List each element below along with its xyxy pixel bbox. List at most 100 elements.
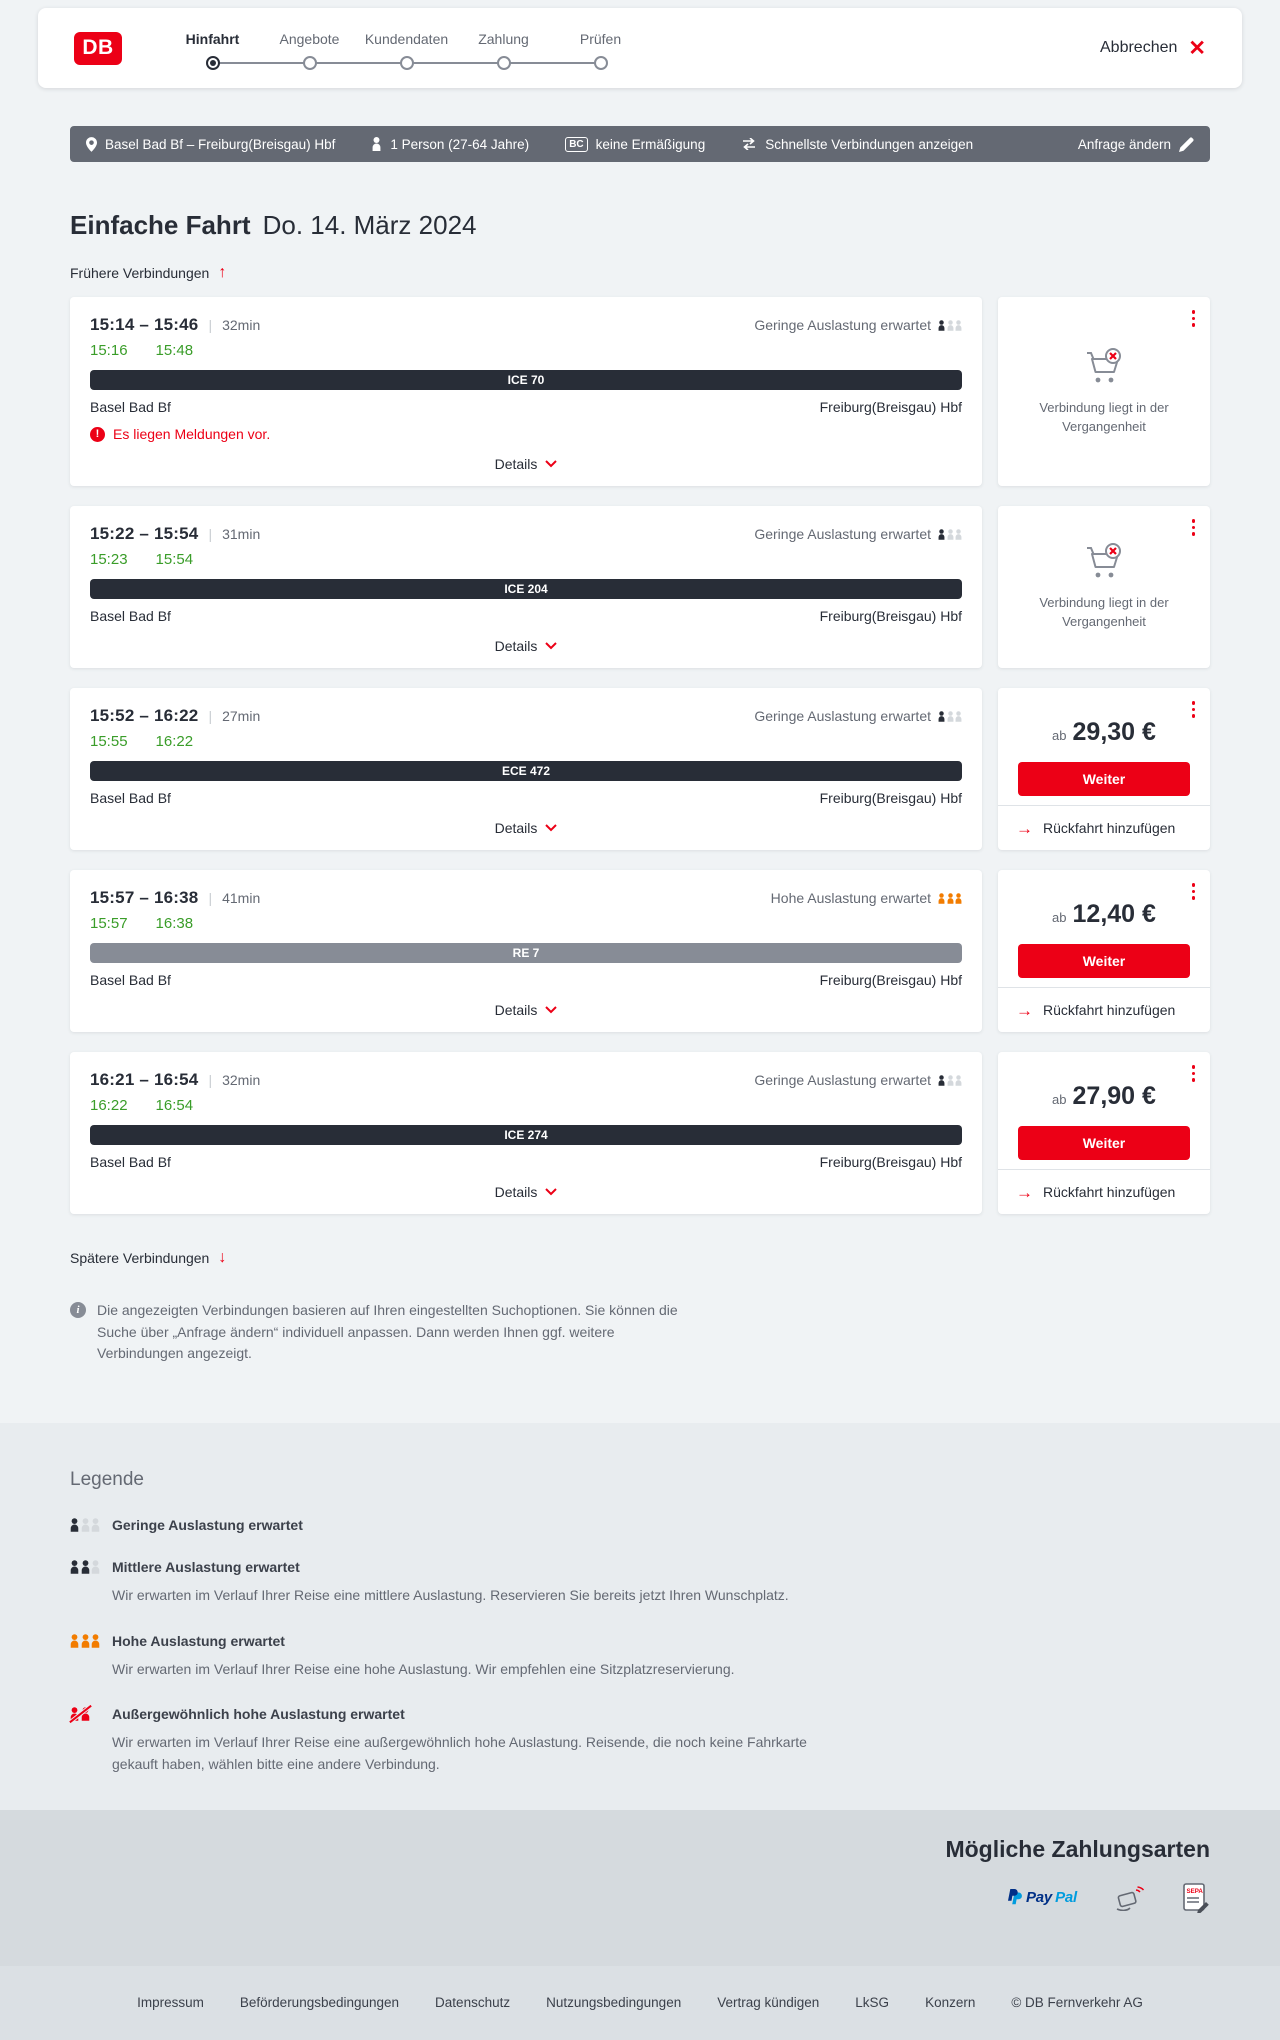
search-info-note: i Die angezeigten Verbindungen basieren …: [70, 1300, 1210, 1365]
arrival-station: Freiburg(Breisgau) Hbf: [819, 972, 962, 988]
connection-row-1: 15:14 – 15:46 | 32min Geringe Auslastung…: [70, 297, 1210, 486]
details-toggle[interactable]: Details: [90, 988, 962, 1024]
cart-unavailable-icon: [1087, 347, 1121, 383]
separator: |: [208, 526, 213, 542]
occupancy-extreme-icon: [70, 1706, 100, 1722]
cart-unavailable-icon: [1087, 543, 1121, 578]
occupancy-label: Geringe Auslastung erwartet: [754, 526, 931, 542]
occupancy-indicator: Geringe Auslastung erwartet: [754, 317, 962, 333]
connection-card[interactable]: 15:22 – 15:54 | 31min Geringe Auslastung…: [70, 506, 982, 668]
footer-link-konzern[interactable]: Konzern: [925, 1995, 976, 2011]
occupancy-label: Geringe Auslastung erwartet: [754, 317, 931, 333]
occupancy-indicator: Geringe Auslastung erwartet: [754, 708, 962, 724]
warning-text: Es liegen Meldungen vor.: [113, 426, 271, 442]
add-return-link[interactable]: → Rückfahrt hinzufügen: [998, 806, 1210, 850]
details-label: Details: [494, 1184, 538, 1200]
footer-link-datenschutz[interactable]: Datenschutz: [435, 1995, 511, 2011]
options-menu-button[interactable]: [1190, 881, 1198, 902]
details-toggle[interactable]: Details: [90, 806, 962, 842]
page-footer: Impressum Beförderungsbedingungen Datens…: [0, 1965, 1280, 2040]
legend-section: Legende Geringe Auslastung erwartet Mitt…: [0, 1423, 1280, 1810]
footer-link-befoerderungsbedingungen[interactable]: Beförderungsbedingungen: [239, 1995, 400, 2011]
time-row: 15:57 – 16:38 | 41min Hohe Auslastung er…: [90, 888, 962, 908]
footer-link-impressum[interactable]: Impressum: [137, 1995, 204, 2011]
footer-link-vertrag-kuendigen[interactable]: Vertrag kündigen: [717, 1995, 820, 2011]
info-text: Die angezeigten Verbindungen basieren au…: [97, 1302, 678, 1362]
discount-text: keine Ermäßigung: [595, 136, 706, 152]
realtime-row: 16:22 16:54: [90, 1097, 962, 1114]
occupancy-label: Geringe Auslastung erwartet: [754, 708, 931, 724]
change-request-label: Anfrage ändern: [1077, 136, 1171, 152]
options-menu-button[interactable]: [1190, 699, 1198, 720]
later-connections-link[interactable]: Spätere Verbindungen ↓: [70, 1249, 1210, 1267]
price-row: ab 29,30 €: [998, 718, 1210, 747]
legend-label: Hohe Auslastung erwartet: [112, 1632, 285, 1649]
realtime-departure: 15:57: [90, 915, 128, 932]
occupancy-indicator: Geringe Auslastung erwartet: [754, 1072, 962, 1088]
connection-times: 15:22 – 15:54: [90, 524, 199, 543]
add-return-link[interactable]: → Rückfahrt hinzufügen: [998, 1170, 1210, 1214]
arrow-down-icon: ↓: [218, 1249, 227, 1266]
station-row: Basel Bad Bf Freiburg(Breisgau) Hbf: [90, 972, 962, 988]
separator: |: [208, 890, 213, 906]
train-label: ICE 274: [504, 1128, 548, 1142]
train-label: ICE 70: [507, 373, 545, 387]
connection-card[interactable]: 16:21 – 16:54 | 32min Geringe Auslastung…: [70, 1052, 982, 1214]
price-row: ab 27,90 €: [998, 1082, 1210, 1111]
add-return-label: Rückfahrt hinzufügen: [1043, 820, 1176, 836]
arrow-right-icon: →: [1016, 1000, 1033, 1020]
step-pruefen: Prüfen: [552, 31, 649, 70]
earlier-connections-link[interactable]: Frühere Verbindungen ↑: [70, 264, 1210, 282]
step-hinfahrt[interactable]: Hinfahrt: [164, 31, 261, 70]
travel-date: Do. 14. März 2024: [262, 210, 477, 240]
connection-card[interactable]: 15:57 – 16:38 | 41min Hohe Auslastung er…: [70, 870, 982, 1032]
options-menu-button[interactable]: [1190, 1063, 1198, 1084]
realtime-arrival: 16:22: [155, 733, 194, 750]
arrow-up-icon: ↑: [218, 264, 227, 281]
search-summary-bar: Basel Bad Bf – Freiburg(Breisgau) Hbf 1 …: [70, 126, 1210, 162]
divider: [998, 1169, 1210, 1170]
departure-station: Basel Bad Bf: [90, 399, 171, 415]
past-connection-panel: Verbindung liegt in der Vergangenheit: [998, 506, 1210, 668]
legend-description: Wir erwarten im Verlauf Ihrer Reise eine…: [112, 1660, 735, 1677]
details-toggle[interactable]: Details: [90, 442, 962, 478]
sepa-mandate-icon: SEPA: [1183, 1883, 1209, 1913]
legend-description: Wir erwarten im Verlauf Ihrer Reise eine…: [112, 1734, 807, 1773]
divider: [998, 805, 1210, 806]
footer-link-nutzungsbedingungen[interactable]: Nutzungsbedingungen: [546, 1995, 682, 2011]
departure-station: Basel Bad Bf: [90, 790, 171, 806]
legend-item-medium: Mittlere Auslastung erwartet Wir erwarte…: [70, 1559, 1210, 1607]
connection-duration: 32min: [222, 317, 261, 333]
legend-label: Außergewöhnlich hohe Auslastung erwartet: [112, 1706, 405, 1723]
arrival-station: Freiburg(Breisgau) Hbf: [819, 399, 962, 415]
options-menu-button[interactable]: [1190, 308, 1198, 329]
continue-button[interactable]: Weiter: [1018, 1126, 1190, 1160]
footer-link-lksg[interactable]: LkSG: [855, 1995, 890, 2011]
train-bar: ICE 70: [90, 370, 962, 390]
connection-row-2: 15:22 – 15:54 | 31min Geringe Auslastung…: [70, 506, 1210, 668]
add-return-link[interactable]: → Rückfahrt hinzufügen: [998, 988, 1210, 1032]
train-bar: ICE 274: [90, 1125, 962, 1145]
divider: [998, 987, 1210, 988]
continue-button[interactable]: Weiter: [1018, 762, 1190, 796]
fastest-connections-summary: Schnellste Verbindungen anzeigen: [741, 137, 973, 152]
occupancy-label: Geringe Auslastung erwartet: [754, 1072, 931, 1088]
details-toggle[interactable]: Details: [90, 624, 962, 660]
connection-times: 15:57 – 16:38: [90, 888, 199, 907]
change-request-button[interactable]: Anfrage ändern: [1078, 137, 1194, 152]
station-row: Basel Bad Bf Freiburg(Breisgau) Hbf: [90, 790, 962, 806]
details-toggle[interactable]: Details: [90, 1170, 962, 1206]
continue-button[interactable]: Weiter: [1018, 944, 1190, 978]
arrival-station: Freiburg(Breisgau) Hbf: [819, 608, 962, 624]
cancel-button[interactable]: Abbrechen ✕: [1100, 38, 1206, 59]
step-label: Angebote: [279, 30, 340, 47]
station-row: Basel Bad Bf Freiburg(Breisgau) Hbf: [90, 399, 962, 415]
step-label: Kundendaten: [364, 30, 449, 47]
connection-card[interactable]: 15:52 – 16:22 | 27min Geringe Auslastung…: [70, 688, 982, 850]
discount-summary: BC keine Ermäßigung: [565, 136, 706, 152]
sepa-label: SEPA: [1187, 1888, 1204, 1895]
options-menu-button[interactable]: [1190, 517, 1198, 538]
realtime-row: 15:55 16:22: [90, 733, 962, 750]
connection-card[interactable]: 15:14 – 15:46 | 32min Geringe Auslastung…: [70, 297, 982, 486]
connection-times: 16:21 – 16:54: [90, 1070, 199, 1089]
